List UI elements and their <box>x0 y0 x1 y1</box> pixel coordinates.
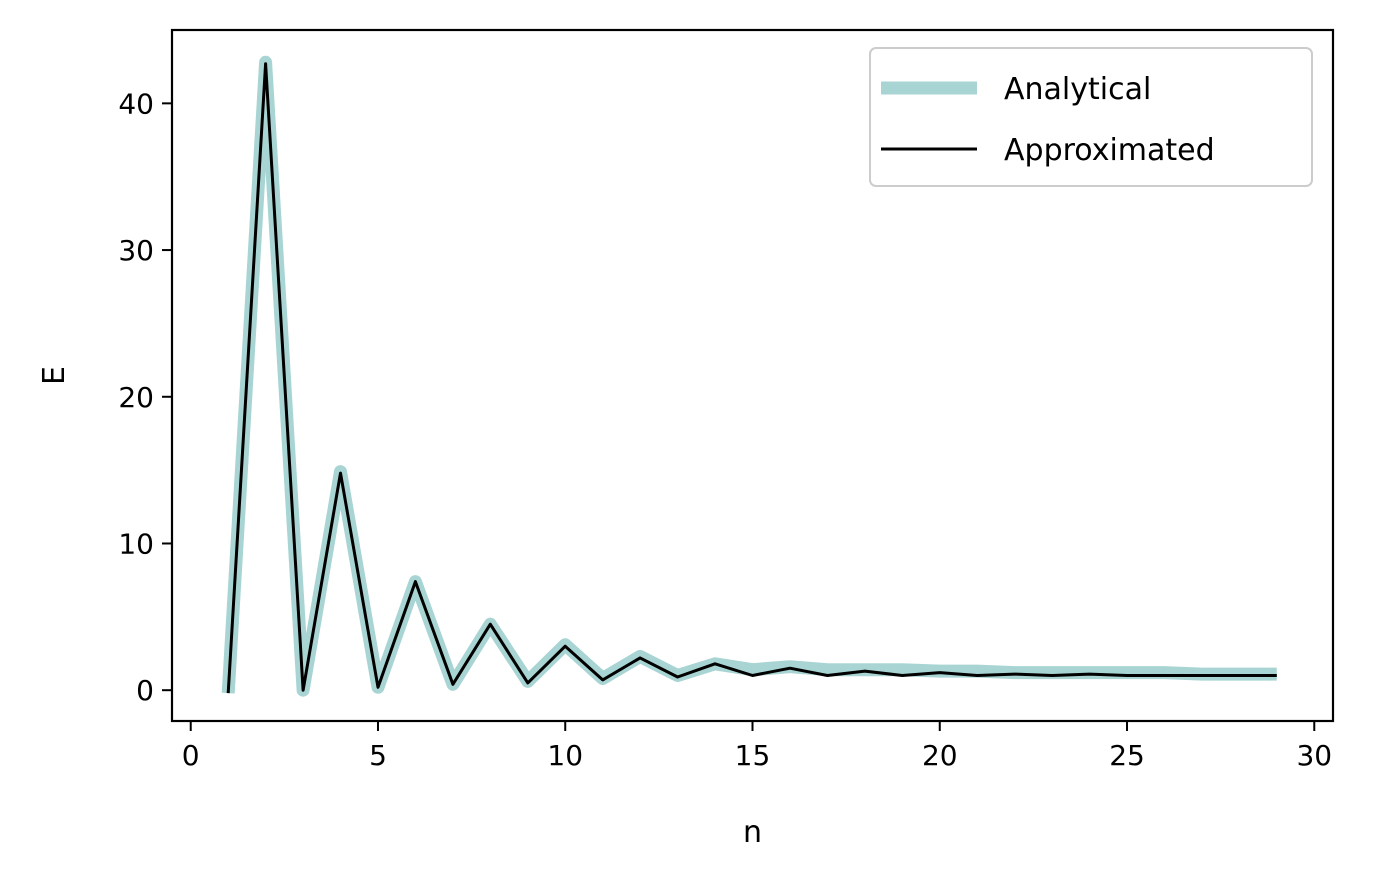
x-axis-label: n <box>743 815 762 850</box>
y-axis-label: E <box>37 366 72 385</box>
x-tick-label: 20 <box>922 739 958 772</box>
x-tick-label: 30 <box>1296 739 1332 772</box>
legend-label-analytical: Analytical <box>1004 72 1151 107</box>
legend-label-approximated: Approximated <box>1004 133 1215 168</box>
x-tick-label: 10 <box>547 739 583 772</box>
plot-lines <box>221 55 1277 697</box>
y-tick-label: 30 <box>118 234 154 267</box>
y-axis-ticks: 0 10 20 30 40 <box>118 87 172 707</box>
y-tick-label: 10 <box>118 527 154 560</box>
legend-box <box>869 47 1313 187</box>
y-tick-label: 40 <box>118 87 154 120</box>
y-tick-label: 0 <box>136 674 154 707</box>
x-tick-label: 0 <box>182 739 200 772</box>
x-axis-ticks: 0 5 10 15 20 25 30 <box>182 721 1332 772</box>
x-tick-label: 15 <box>735 739 771 772</box>
y-tick-label: 20 <box>118 381 154 414</box>
series-line-approximated <box>226 62 1277 694</box>
x-tick-label: 25 <box>1109 739 1145 772</box>
x-tick-label: 5 <box>369 739 387 772</box>
legend: Analytical Approximated <box>869 47 1313 187</box>
